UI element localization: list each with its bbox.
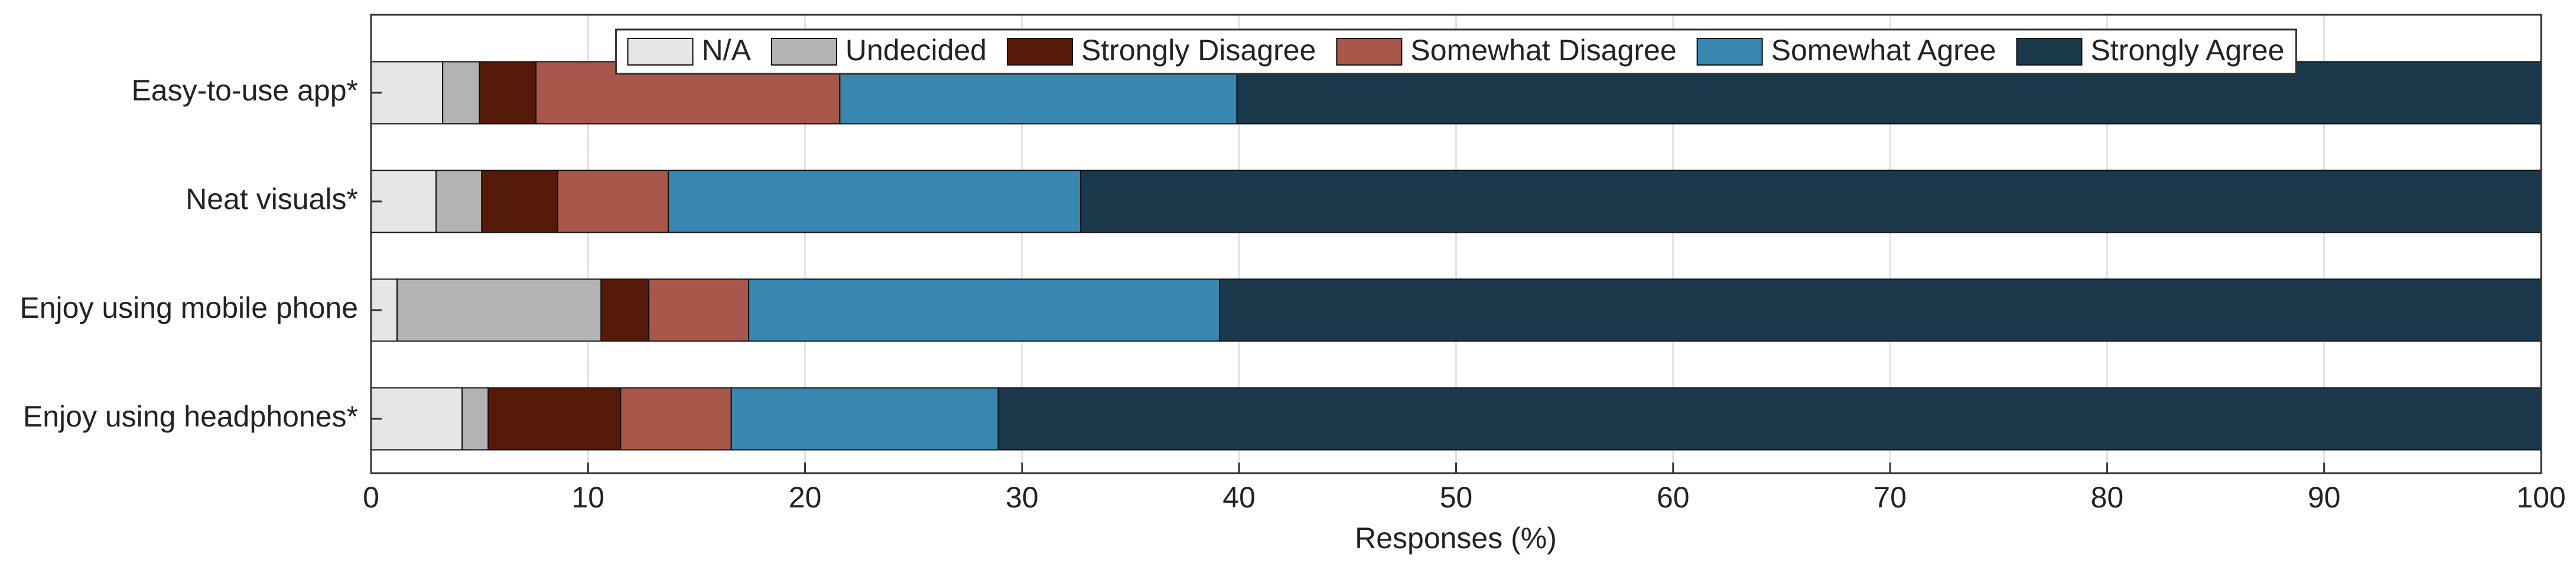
x-tick-label: 20 bbox=[789, 481, 822, 514]
bar-segment bbox=[557, 170, 669, 233]
bar-segment bbox=[435, 170, 483, 233]
x-tick-label: 50 bbox=[1440, 481, 1473, 514]
bar-segment bbox=[370, 387, 463, 451]
bar-segment bbox=[600, 278, 650, 342]
y-tick-label: Easy-to-use app* bbox=[131, 74, 358, 107]
legend-label: Strongly Disagree bbox=[1081, 34, 1316, 67]
x-tick-label: 100 bbox=[2516, 481, 2565, 514]
legend-swatch bbox=[1336, 38, 1403, 66]
bar-segment bbox=[442, 61, 480, 125]
bar-segment bbox=[487, 387, 622, 451]
x-tick-label: 30 bbox=[1006, 481, 1039, 514]
y-tick-label: Enjoy using mobile phone bbox=[19, 291, 358, 324]
y-tick-label: Neat visuals* bbox=[186, 183, 358, 216]
x-axis-label: Responses (%) bbox=[1355, 522, 1557, 555]
x-tick-label: 10 bbox=[571, 481, 604, 514]
bar-segment bbox=[396, 278, 602, 342]
legend-label: Somewhat Disagree bbox=[1410, 34, 1676, 67]
x-tick-label: 0 bbox=[363, 481, 379, 514]
x-tick-label: 60 bbox=[1657, 481, 1690, 514]
bar-segment bbox=[461, 387, 489, 451]
x-tick-label: 70 bbox=[1874, 481, 1907, 514]
legend-swatch bbox=[1696, 38, 1763, 66]
bar-segment bbox=[620, 387, 732, 451]
legend-label: Somewhat Agree bbox=[1771, 34, 1996, 67]
bar-segment bbox=[481, 170, 558, 233]
bar-segment bbox=[997, 387, 2542, 451]
legend-label: Undecided bbox=[845, 34, 987, 67]
bar-segment bbox=[668, 170, 1082, 233]
legend-swatch bbox=[627, 38, 694, 66]
x-tick-label: 80 bbox=[2091, 481, 2124, 514]
bar-segment bbox=[370, 170, 437, 233]
legend-swatch bbox=[1006, 38, 1073, 66]
bar-segment bbox=[648, 278, 750, 342]
bar-segment bbox=[370, 61, 444, 125]
bar-segment bbox=[1080, 170, 2542, 233]
x-tick-label: 90 bbox=[2308, 481, 2341, 514]
bar-segment bbox=[1219, 278, 2542, 342]
legend-swatch bbox=[770, 38, 837, 66]
bar-segment bbox=[479, 61, 537, 125]
legend: N/A Undecided Strongly Disagree Somewhat Di… bbox=[615, 28, 2297, 75]
y-tick-label: Enjoy using headphones* bbox=[23, 400, 358, 433]
legend-label: Strongly Agree bbox=[2090, 34, 2284, 67]
x-tick-label: 40 bbox=[1222, 481, 1256, 514]
legend-swatch bbox=[2016, 38, 2083, 66]
bar-segment bbox=[748, 278, 1221, 342]
bar-segment bbox=[730, 387, 999, 451]
axes-box bbox=[370, 14, 2542, 474]
legend-label: N/A bbox=[702, 34, 752, 67]
